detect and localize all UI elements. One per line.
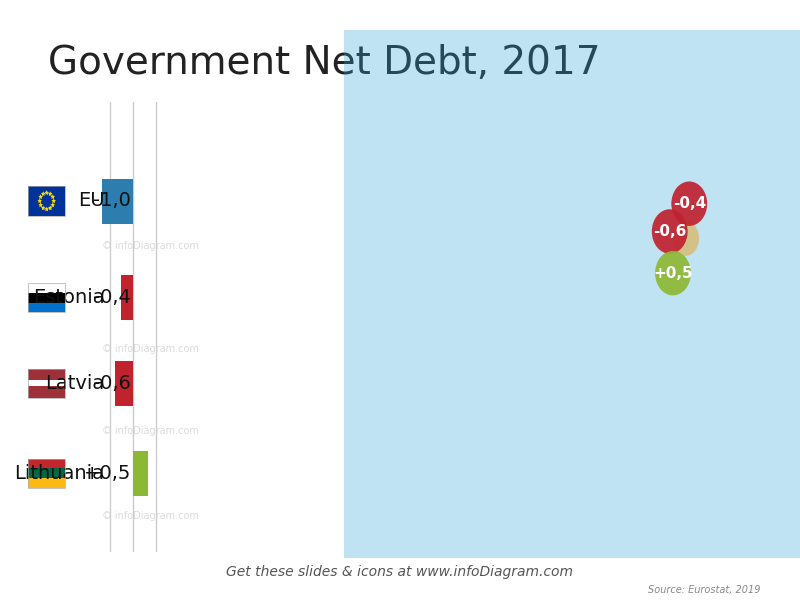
- Text: -0,4: -0,4: [94, 288, 131, 307]
- Bar: [121, 275, 133, 320]
- Polygon shape: [51, 198, 56, 203]
- Text: Source: Eurostat, 2019: Source: Eurostat, 2019: [648, 585, 760, 595]
- Text: © infoDiagram.com: © infoDiagram.com: [102, 511, 199, 521]
- Text: -1,0: -1,0: [94, 191, 131, 211]
- Text: © infoDiagram.com: © infoDiagram.com: [102, 425, 199, 436]
- Text: -0,6: -0,6: [94, 374, 131, 393]
- Polygon shape: [48, 205, 53, 210]
- Bar: [29, 368, 65, 398]
- Bar: [29, 478, 65, 488]
- Polygon shape: [50, 202, 55, 207]
- Text: EU: EU: [78, 191, 104, 211]
- Bar: [29, 187, 65, 215]
- Bar: [114, 361, 133, 406]
- Bar: [29, 458, 65, 488]
- Polygon shape: [38, 202, 43, 207]
- Text: © infoDiagram.com: © infoDiagram.com: [102, 241, 199, 251]
- Polygon shape: [50, 194, 55, 199]
- Bar: [29, 469, 65, 478]
- Bar: [29, 283, 65, 313]
- Bar: [29, 458, 65, 469]
- Polygon shape: [41, 191, 46, 196]
- Polygon shape: [48, 191, 53, 196]
- Text: Lithuania: Lithuania: [14, 464, 104, 483]
- Bar: [29, 368, 65, 380]
- Text: -0,6: -0,6: [653, 224, 686, 239]
- Polygon shape: [45, 206, 49, 211]
- Text: © infoDiagram.com: © infoDiagram.com: [102, 344, 199, 355]
- Bar: [29, 187, 65, 215]
- Polygon shape: [41, 205, 46, 210]
- Bar: [102, 179, 133, 223]
- Ellipse shape: [655, 251, 691, 295]
- Polygon shape: [45, 190, 49, 195]
- Text: +0,5: +0,5: [653, 266, 693, 281]
- Text: -0,4: -0,4: [673, 196, 706, 211]
- Text: +0,5: +0,5: [84, 464, 131, 483]
- Text: Estonia: Estonia: [33, 288, 104, 307]
- Bar: [29, 293, 65, 302]
- Bar: [133, 451, 149, 496]
- Text: Government Net Debt, 2017: Government Net Debt, 2017: [48, 44, 601, 82]
- Bar: [29, 380, 65, 386]
- Polygon shape: [38, 194, 43, 199]
- Bar: [29, 302, 65, 313]
- Polygon shape: [38, 198, 42, 203]
- Ellipse shape: [671, 181, 707, 226]
- Ellipse shape: [652, 209, 688, 254]
- Text: Get these slides & icons at www.infoDiagram.com: Get these slides & icons at www.infoDiag…: [226, 565, 574, 579]
- Text: Latvia: Latvia: [45, 374, 104, 393]
- Ellipse shape: [673, 221, 699, 256]
- Bar: [29, 283, 65, 293]
- Bar: [29, 386, 65, 398]
